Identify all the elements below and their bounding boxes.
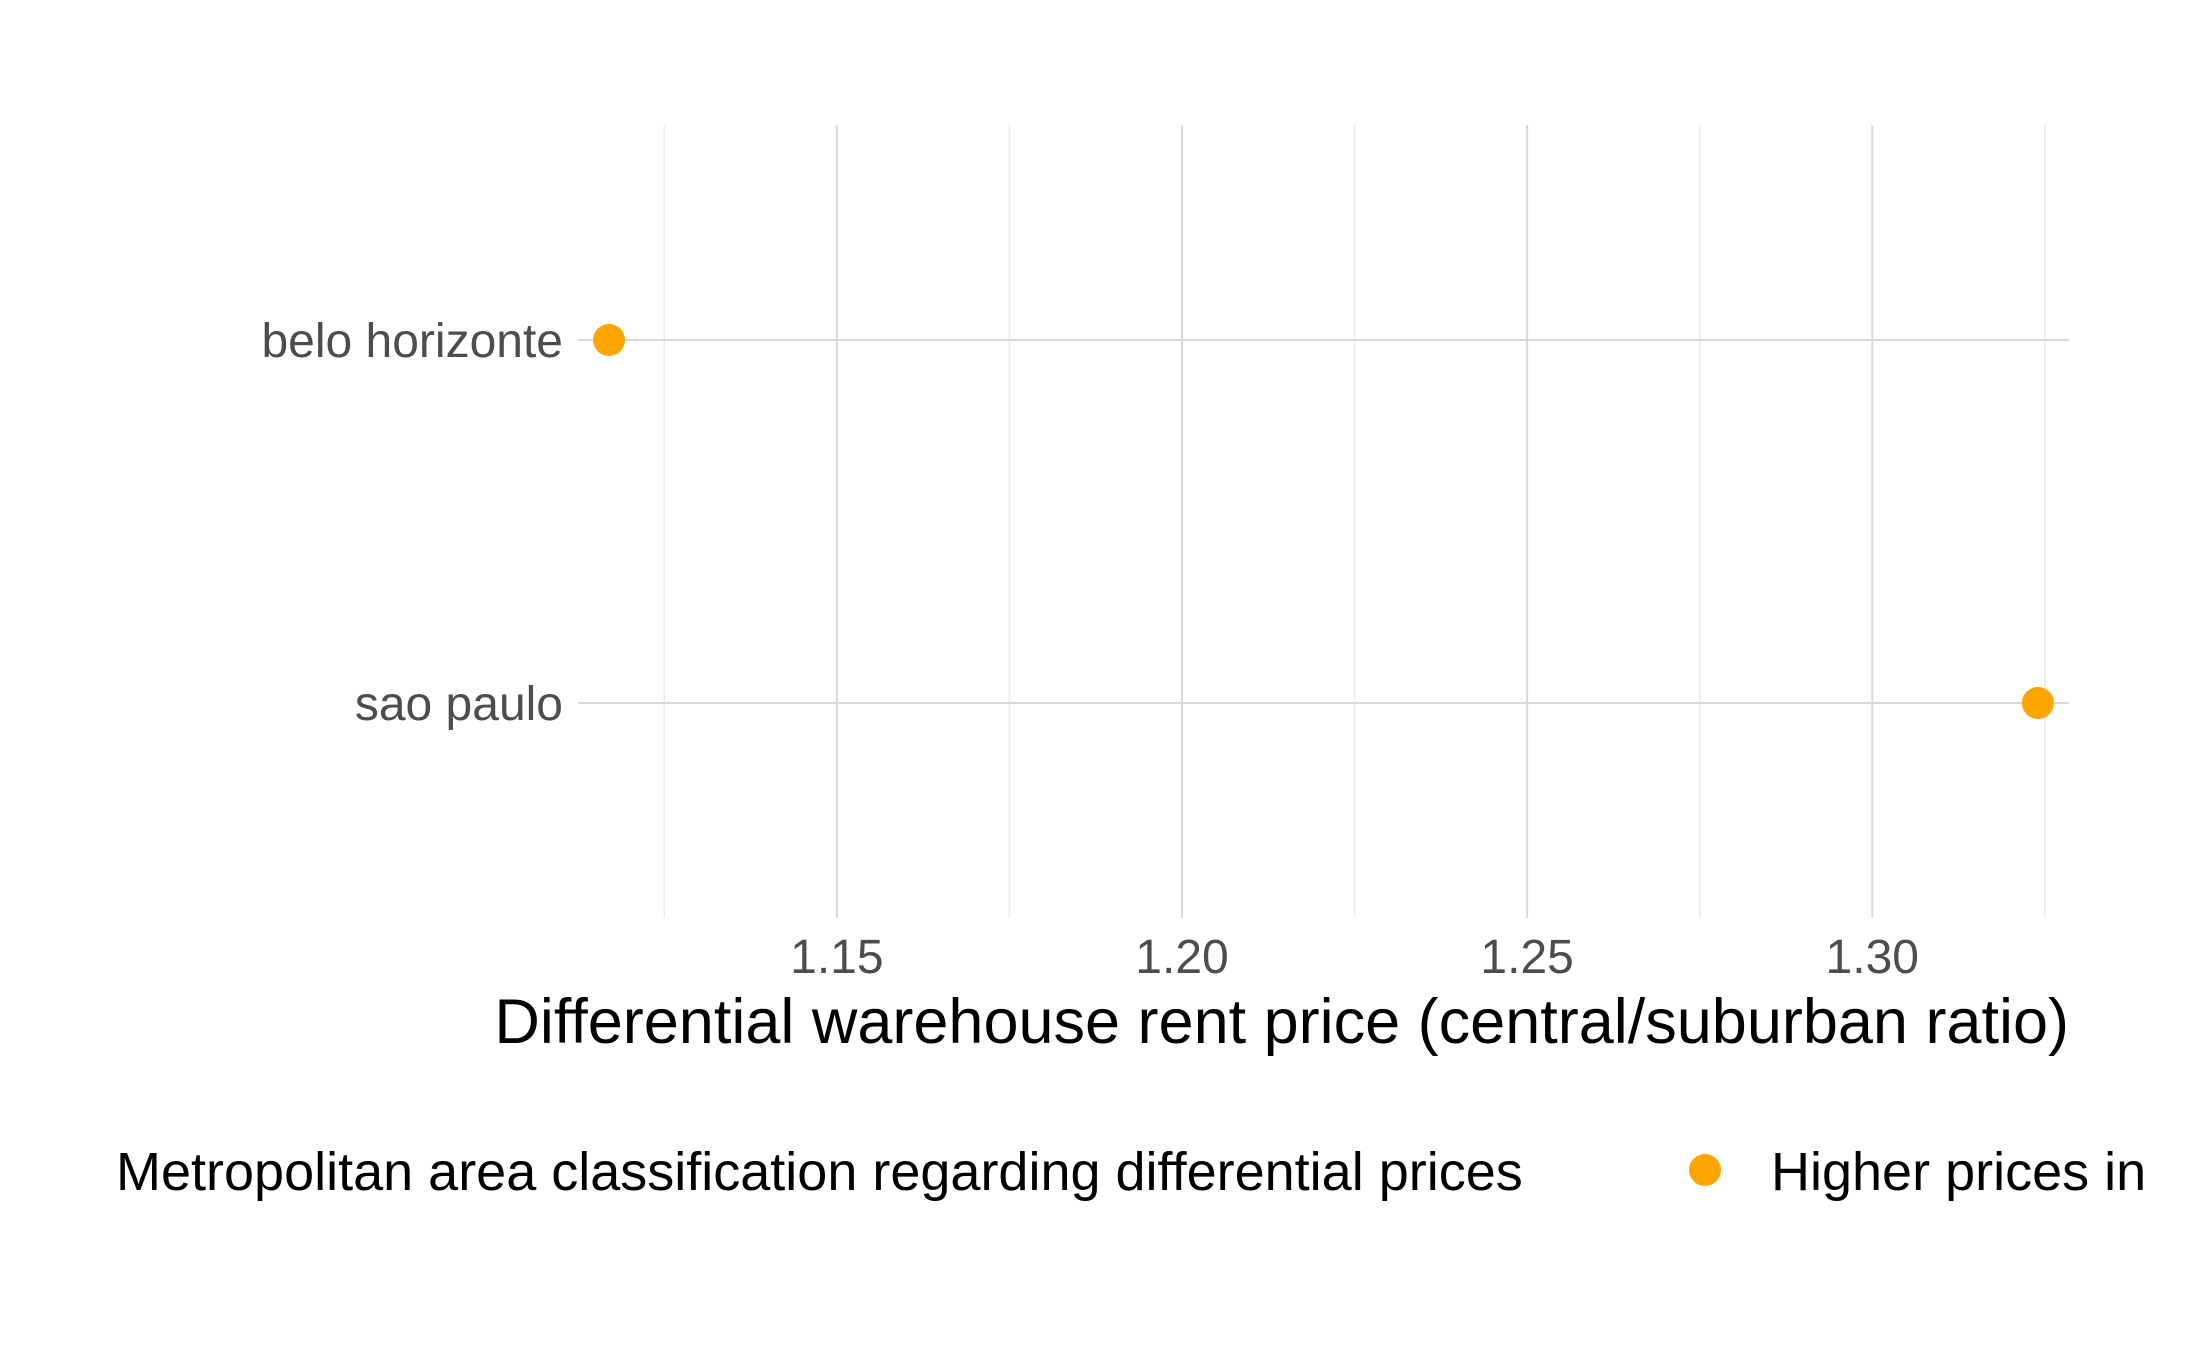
y-axis-labels: belo horizonte sao paulo: [261, 315, 563, 731]
data-point: [593, 324, 626, 356]
major-gridlines: [578, 125, 2069, 918]
legend-entry-label: Higher prices in: [1771, 1142, 2146, 1202]
minor-gridlines: [663, 125, 2046, 918]
x-tick-label: 1.20: [1135, 931, 1228, 984]
data-points: [593, 324, 2054, 719]
legend: Metropolitan area classification regardi…: [116, 1142, 2146, 1202]
x-tick-label: 1.25: [1480, 931, 1573, 984]
legend-key-marker: [1689, 1154, 1721, 1186]
y-axis-label: belo horizonte: [261, 315, 563, 368]
data-point: [2021, 687, 2054, 719]
legend-title: Metropolitan area classification regardi…: [116, 1142, 1523, 1202]
x-axis-tick-labels: 1.15 1.20 1.25 1.30: [790, 931, 1919, 984]
x-axis-title: Differential warehouse rent price (centr…: [494, 987, 2069, 1057]
x-tick-label: 1.30: [1826, 931, 1919, 984]
x-tick-label: 1.15: [790, 931, 883, 984]
y-axis-label: sao paulo: [355, 678, 563, 731]
